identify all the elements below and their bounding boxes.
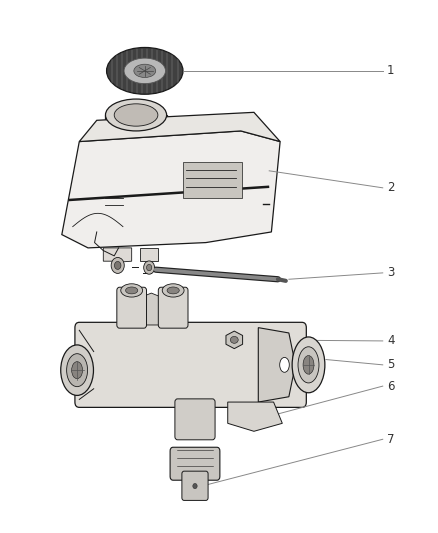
Ellipse shape (126, 287, 138, 294)
FancyBboxPatch shape (170, 447, 220, 480)
Polygon shape (103, 248, 132, 262)
Polygon shape (258, 328, 293, 402)
Ellipse shape (303, 356, 314, 374)
Polygon shape (228, 402, 283, 431)
Ellipse shape (167, 287, 179, 294)
Text: 1: 1 (387, 64, 395, 77)
Ellipse shape (114, 262, 121, 269)
FancyBboxPatch shape (183, 162, 242, 198)
Ellipse shape (144, 261, 155, 274)
Polygon shape (138, 293, 164, 325)
Ellipse shape (106, 99, 166, 131)
Ellipse shape (121, 284, 143, 297)
Text: 3: 3 (387, 266, 395, 279)
Ellipse shape (72, 362, 82, 378)
FancyBboxPatch shape (182, 471, 208, 500)
Polygon shape (141, 248, 158, 261)
Ellipse shape (162, 284, 184, 297)
Ellipse shape (298, 347, 319, 383)
Ellipse shape (67, 354, 88, 386)
Ellipse shape (230, 336, 238, 343)
Ellipse shape (292, 337, 325, 393)
Text: 2: 2 (387, 181, 395, 195)
Ellipse shape (280, 358, 289, 372)
Ellipse shape (114, 104, 158, 126)
Ellipse shape (124, 58, 166, 84)
Text: 7: 7 (387, 433, 395, 446)
Ellipse shape (134, 64, 155, 77)
Text: 5: 5 (387, 358, 395, 372)
Ellipse shape (147, 264, 152, 271)
Text: 4: 4 (387, 334, 395, 348)
Polygon shape (226, 331, 243, 349)
Ellipse shape (193, 483, 197, 489)
Ellipse shape (106, 47, 183, 94)
Ellipse shape (111, 257, 124, 273)
FancyBboxPatch shape (75, 322, 306, 407)
Text: 6: 6 (387, 379, 395, 393)
FancyBboxPatch shape (175, 399, 215, 440)
Ellipse shape (61, 345, 93, 395)
FancyBboxPatch shape (158, 287, 188, 328)
FancyBboxPatch shape (117, 287, 147, 328)
Polygon shape (62, 131, 280, 248)
Polygon shape (79, 112, 280, 142)
